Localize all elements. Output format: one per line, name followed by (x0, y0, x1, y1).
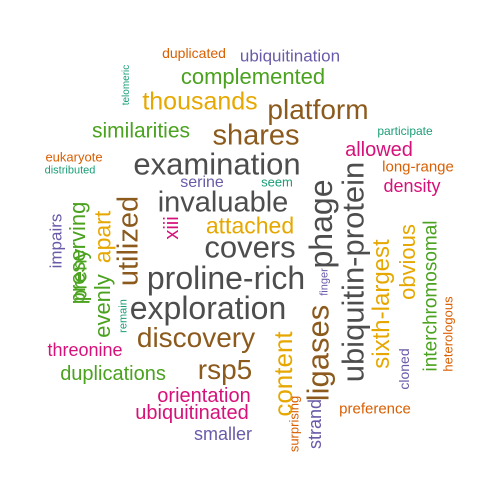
word-sixth-largest: sixth-largest (368, 239, 395, 369)
word-platform: platform (267, 94, 369, 125)
word-ubiquitin-protein: ubiquitin-protein (335, 161, 371, 383)
word-strand: strand (305, 398, 325, 450)
word-similarities: similarities (91, 119, 191, 143)
word-density: density (383, 176, 441, 196)
word-preny: preny (68, 248, 92, 302)
word-apart: apart (89, 210, 116, 264)
word-obvious: obvious (395, 224, 420, 300)
word-phage: phage (303, 179, 339, 269)
word-xiii: xiii (161, 216, 183, 240)
word-cloned: cloned (396, 348, 412, 390)
word-allowed: allowed (345, 139, 413, 161)
word-orientation: orientation (157, 385, 251, 407)
word-ligases: ligases (300, 304, 336, 402)
word-shares: shares (212, 119, 300, 152)
word-discovery: discovery (136, 322, 256, 353)
word-exploration: exploration (129, 290, 287, 326)
word-invaluable: invaluable (157, 186, 289, 219)
word-interchromosomal: interchromosomal (420, 220, 442, 372)
word-rsp5: rsp5 (197, 354, 253, 385)
word-telomeric: telomeric (121, 64, 132, 106)
word-eukaryote: eukaryote (45, 149, 103, 165)
word-serine: serine (180, 174, 224, 191)
word-threonine: threonine (47, 340, 123, 360)
word-proline-rich: proline-rich (146, 260, 306, 296)
word-participate: participate (377, 124, 433, 138)
word-surprising: surprising (286, 395, 302, 453)
word-seem: seem (261, 174, 293, 190)
word-long-range: long-range (382, 158, 454, 176)
word-attached: attached (205, 212, 295, 239)
word-heterologous: heterologous (440, 296, 456, 372)
word-evenly: evenly (90, 274, 115, 338)
word-preference: preference (339, 400, 411, 418)
word-examination: examination (133, 146, 301, 182)
word-utilized: utilized (112, 195, 145, 287)
word-impairs: impairs (46, 213, 66, 269)
word-remain: remain (117, 299, 130, 333)
word-complemented: complemented (180, 64, 326, 89)
word-ubiquitination: ubiquitination (239, 46, 341, 66)
word-thousands: thousands (142, 87, 258, 116)
word-duplicated: duplicated (162, 45, 226, 61)
word-ubiquitinated: ubiquitinated (135, 402, 249, 424)
word-distributed: distributed (44, 164, 96, 177)
word-duplications: duplications (60, 363, 166, 385)
word-finger: finger (318, 268, 331, 296)
word-smaller: smaller (193, 424, 253, 444)
word-covers: covers (204, 229, 296, 265)
